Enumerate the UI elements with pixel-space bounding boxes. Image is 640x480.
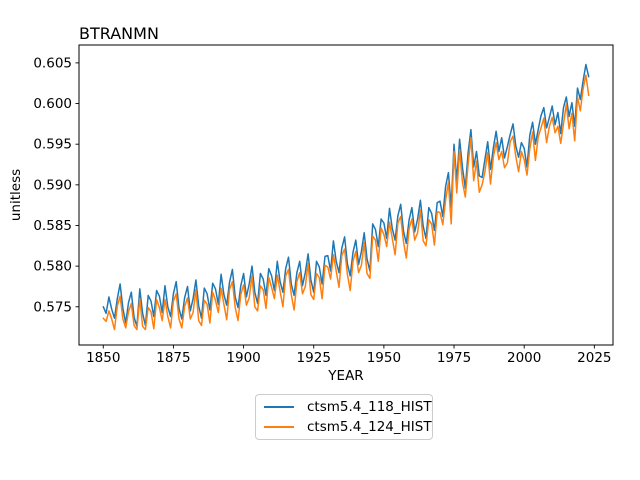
chart-line-ctsm5.4_118_HIST: [102, 63, 590, 328]
y-tick-label: 0.575: [33, 299, 72, 315]
legend-entry: ctsm5.4_124_HIST: [264, 417, 432, 437]
x-tick-label: 2025: [577, 350, 611, 366]
x-tick-label: 1850: [86, 350, 120, 366]
y-tick-label: 0.600: [33, 96, 72, 112]
y-tick-label: 0.580: [33, 259, 72, 275]
legend-box: ctsm5.4_118_HIST ctsm5.4_124_HIST: [255, 394, 433, 440]
legend-label: ctsm5.4_124_HIST: [307, 419, 432, 435]
x-tick-label: 1900: [226, 350, 260, 366]
x-tick-label: 1925: [297, 350, 331, 366]
legend-entry: ctsm5.4_118_HIST: [264, 397, 432, 417]
legend-line-sample-blue: [264, 406, 294, 408]
x-tick-label: 2000: [507, 350, 541, 366]
x-axis-label: YEAR: [328, 368, 364, 384]
y-tick-label: 0.590: [33, 177, 72, 193]
x-tick-label: 1875: [156, 350, 190, 366]
y-tick-label: 0.595: [33, 137, 72, 153]
legend-label: ctsm5.4_118_HIST: [307, 399, 432, 415]
legend-line-sample-orange: [264, 426, 294, 428]
x-tick-label: 1950: [367, 350, 401, 366]
chart-line-ctsm5.4_124_HIST: [102, 74, 590, 331]
y-tick-label: 0.605: [33, 55, 72, 71]
x-tick-label: 1975: [437, 350, 471, 366]
y-axis-label: unitless: [8, 168, 24, 222]
chart-title: BTRANMN: [79, 24, 159, 43]
plot-border: [78, 44, 614, 346]
y-tick-label: 0.585: [33, 218, 72, 234]
